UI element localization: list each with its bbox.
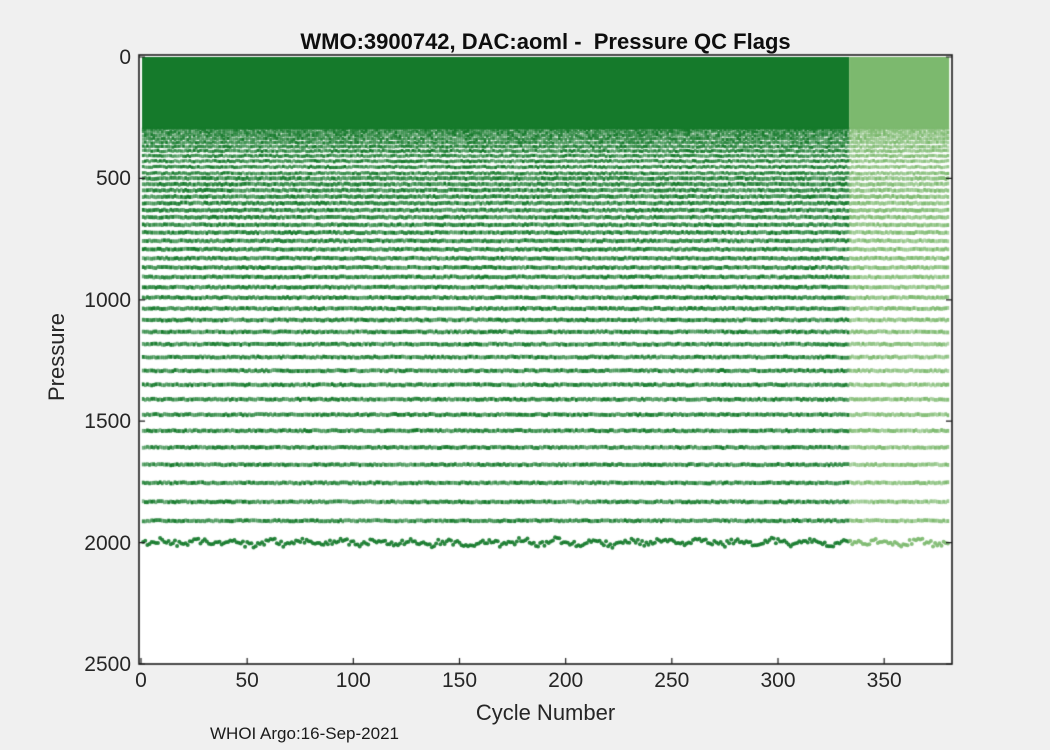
y-tick-label: 1000 xyxy=(84,288,131,312)
x-axis-label: Cycle Number xyxy=(475,700,616,725)
footer-annotation: WHOI Argo:16-Sep-2021 xyxy=(210,724,399,743)
y-axis-label: Pressure xyxy=(44,312,69,402)
x-tick-label: 350 xyxy=(866,669,902,692)
x-tick-label: 200 xyxy=(548,669,584,692)
x-tick-label: 0 xyxy=(135,669,147,692)
x-tick-label: 50 xyxy=(235,669,259,692)
y-tick-label: 2500 xyxy=(84,653,131,676)
y-tick-label: 1500 xyxy=(84,410,131,434)
x-tick-label: 150 xyxy=(441,669,478,692)
y-tick-label: 500 xyxy=(95,167,131,191)
x-tick-label: 100 xyxy=(335,669,371,692)
y-tick-label: 0 xyxy=(119,46,131,69)
chart-title: WMO:3900742, DAC:aoml - Pressure QC Flag… xyxy=(300,29,791,54)
x-tick-label: 300 xyxy=(760,669,796,692)
x-tick-label: 250 xyxy=(654,669,690,692)
y-tick-label: 2000 xyxy=(84,531,131,555)
